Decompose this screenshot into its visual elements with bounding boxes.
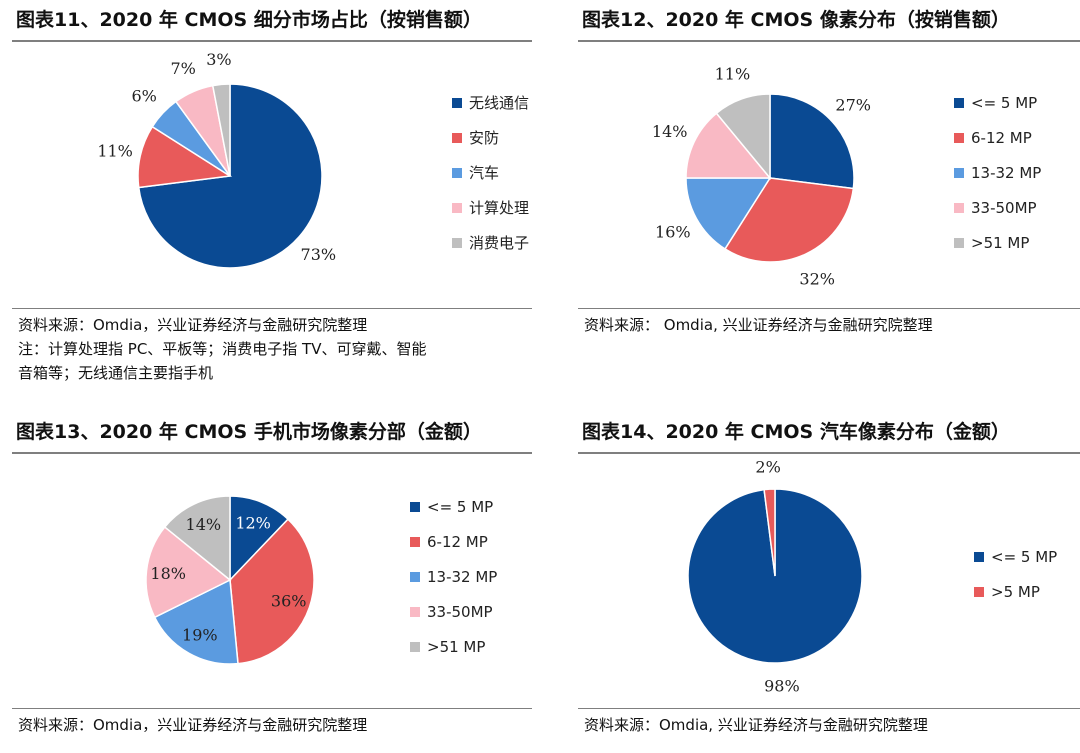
data-label: 6% — [132, 86, 157, 105]
data-label: 11% — [97, 141, 133, 160]
source-text: 资料来源：Omdia，兴业证券经济与金融研究院整理 — [18, 316, 368, 334]
pie-slice — [229, 495, 290, 582]
legend-swatch — [974, 587, 984, 597]
data-label: 14% — [652, 122, 688, 141]
legend-swatch — [954, 168, 964, 178]
legend-swatch — [410, 502, 420, 512]
chart-panel-14: 图表14、2020 年 CMOS 汽车像素分布（金额） 98% 2% <= 5 MP… — [578, 412, 1080, 737]
chart-panel-13: 图表13、2020 年 CMOS 手机市场像素分部（金额） 12% 36% 19% 1… — [12, 412, 532, 737]
pie-slice — [163, 495, 231, 582]
pie-slice — [685, 112, 772, 179]
source-note: 资料来源： Omdia, 兴业证券经济与金融研究院整理 — [578, 308, 1080, 337]
source-note: 资料来源：Omdia，兴业证券经济与金融研究院整理 — [12, 708, 532, 737]
pie-slice — [763, 488, 776, 577]
legend-label: <= 5 MP — [991, 548, 1057, 566]
legend-swatch — [974, 552, 984, 562]
data-label: 16% — [655, 222, 691, 241]
pie-slice — [715, 93, 771, 181]
data-label: 7% — [171, 59, 196, 78]
legend-label: <= 5 MP — [971, 94, 1037, 112]
legend-swatch — [954, 98, 964, 108]
legend-label: 33-50MP — [971, 199, 1037, 217]
pie-chart: 12% 36% 19% 18% 14% <= 5 MP 6-12 MP 13-32 MP 33-… — [145, 495, 497, 665]
chart-area: 73% 11% 6% 7% 3% 无线通信安防汽车计算处理消费电子 — [12, 42, 532, 308]
legend-label: >51 MP — [427, 638, 485, 656]
chart-area: 27% 32% 16% 14% 11% <= 5 MP 6-12 MP 13-32 MP 33-… — [578, 42, 1080, 308]
source-text: 资料来源： Omdia, 兴业证券经济与金融研究院整理 — [584, 316, 933, 334]
pie-slice — [769, 93, 855, 190]
legend-label: 6-12 MP — [971, 129, 1032, 147]
source-text: 资料来源：Omdia, 兴业证券经济与金融研究院整理 — [584, 716, 928, 734]
chart-area: 12% 36% 19% 18% 14% <= 5 MP 6-12 MP 13-32 MP 33-… — [12, 454, 532, 708]
legend-swatch — [452, 203, 462, 213]
chart-panel-12: 图表12、2020 年 CMOS 像素分布（按销售额） 27% 32% 16% 14%… — [578, 0, 1080, 337]
legend-label: 13-32 MP — [971, 164, 1041, 182]
data-label: 36% — [271, 591, 307, 610]
data-label: 19% — [182, 625, 218, 644]
pie-slice — [229, 518, 315, 665]
legend-swatch — [410, 537, 420, 547]
legend-label: 计算处理 — [469, 199, 529, 217]
pie-slice — [153, 578, 239, 665]
legend-label: >5 MP — [991, 583, 1040, 601]
note-text: 注：计算处理指 PC、平板等；消费电子指 TV、可穿戴、智能 — [18, 340, 427, 358]
legend-swatch — [954, 203, 964, 213]
chart-title: 图表13、2020 年 CMOS 手机市场像素分部（金额） — [12, 412, 532, 454]
chart-area: 98% 2% <= 5 MP >5 MP — [578, 454, 1080, 708]
data-label: 12% — [235, 513, 271, 532]
pie-slice — [685, 177, 772, 250]
data-label: 3% — [206, 50, 231, 69]
data-label: 27% — [835, 96, 871, 115]
data-label: 18% — [150, 564, 186, 583]
data-label: 98% — [764, 676, 800, 695]
source-note: 资料来源：Omdia，兴业证券经济与金融研究院整理 注：计算处理指 PC、平板等… — [12, 308, 532, 385]
pie-slice — [145, 525, 232, 619]
legend-label: 13-32 MP — [427, 568, 497, 586]
note-text: 音箱等；无线通信主要指手机 — [18, 364, 214, 382]
legend-swatch — [954, 238, 964, 248]
legend-swatch — [954, 133, 964, 143]
data-label: 73% — [301, 245, 337, 264]
legend-label: 安防 — [469, 129, 499, 147]
legend-label: <= 5 MP — [427, 498, 493, 516]
legend-swatch — [452, 133, 462, 143]
legend-swatch — [452, 98, 462, 108]
data-label: 2% — [755, 458, 780, 477]
legend-label: 6-12 MP — [427, 533, 488, 551]
chart-panel-11: 图表11、2020 年 CMOS 细分市场占比（按销售额） 73% 11% 6% 7%… — [12, 0, 532, 385]
chart-title: 图表12、2020 年 CMOS 像素分布（按销售额） — [578, 0, 1080, 42]
data-label: 14% — [186, 515, 222, 534]
data-label: 32% — [799, 269, 835, 288]
source-note: 资料来源：Omdia, 兴业证券经济与金融研究院整理 — [578, 708, 1080, 737]
pie-chart: 27% 32% 16% 14% 11% <= 5 MP 6-12 MP 13-32 MP 33-… — [652, 65, 1041, 289]
pie-slice — [211, 83, 231, 177]
legend-label: 汽车 — [469, 164, 499, 182]
source-text: 资料来源：Omdia，兴业证券经济与金融研究院整理 — [18, 716, 368, 734]
legend-swatch — [410, 607, 420, 617]
legend-swatch — [452, 238, 462, 248]
pie-chart: 98% 2% <= 5 MP >5 MP — [687, 458, 1057, 695]
legend-label: 无线通信 — [469, 94, 529, 112]
chart-title: 图表11、2020 年 CMOS 细分市场占比（按销售额） — [12, 0, 532, 42]
legend-swatch — [410, 642, 420, 652]
chart-title: 图表14、2020 年 CMOS 汽车像素分布（金额） — [578, 412, 1080, 454]
legend-label: 33-50MP — [427, 603, 493, 621]
legend-label: 消费电子 — [469, 234, 529, 252]
legend-swatch — [410, 572, 420, 582]
data-label: 11% — [715, 65, 751, 84]
legend-label: >51 MP — [971, 234, 1029, 252]
legend-swatch — [452, 168, 462, 178]
